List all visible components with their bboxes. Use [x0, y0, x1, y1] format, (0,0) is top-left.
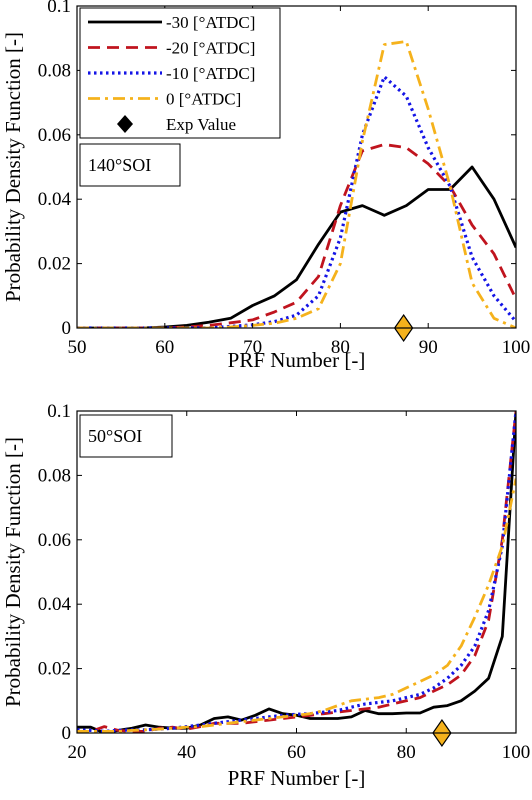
y-tick-label: 0 — [62, 723, 72, 744]
legend: -30 [°ATDC] -20 [°ATDC] -10 [°ATDC] 0 [°ATD… — [79, 7, 281, 139]
legend-item-0-atdc: 0 [°ATDC] — [88, 90, 241, 109]
y-tick-label: 0.1 — [47, 0, 71, 17]
legend-item-10-atdc: -10 [°ATDC] — [88, 64, 255, 83]
y-tick-label: 0.02 — [38, 254, 71, 275]
series-line-0-atdc — [77, 478, 516, 733]
legend-item-exp-value: Exp Value — [117, 115, 236, 134]
y-tick-label: 0.02 — [38, 659, 71, 680]
x-tick-label: 80 — [397, 742, 416, 763]
y-tick-label: 0.04 — [38, 189, 72, 210]
annotation-label: 50°SOI — [88, 426, 142, 446]
x-tick-label: 80 — [331, 337, 350, 358]
annotation-box: 50°SOI — [79, 414, 173, 458]
y-axis-label: Probability Density Function [-] — [1, 32, 25, 302]
series-line-20-atdc — [77, 411, 516, 733]
x-tick-label: 70 — [243, 337, 262, 358]
legend-label: 0 [°ATDC] — [166, 90, 241, 109]
x-tick-label: 60 — [155, 337, 174, 358]
y-tick-label: 0.04 — [38, 594, 72, 615]
axis-ticks: 20 40 60 80 100 0 0.02 0.04 0.06 0.08 0.1 — [38, 401, 531, 763]
y-tick-label: 0 — [62, 318, 72, 339]
x-tick-label: 20 — [68, 742, 87, 763]
x-axis-label: PRF Number [-] — [228, 348, 366, 372]
chart-panel-140-soi: 50 60 70 80 90 100 0 0.02 0.04 0.06 0.08 0.1 140°SO… — [1, 0, 530, 372]
x-tick-label: 100 — [502, 742, 531, 763]
y-tick-label: 0.08 — [38, 465, 71, 486]
plot-frame — [76, 5, 517, 329]
series-line-10-atdc — [77, 411, 516, 733]
y-tick-label: 0.06 — [38, 125, 71, 146]
y-tick-label: 0.06 — [38, 530, 71, 551]
annotation-box: 140°SOI — [79, 143, 181, 187]
x-tick-label: 50 — [68, 337, 87, 358]
y-tick-label: 0.1 — [47, 401, 71, 422]
legend-label: Exp Value — [166, 115, 236, 134]
legend-swatch-diamond — [117, 115, 133, 133]
x-tick-label: 90 — [419, 337, 438, 358]
x-tick-label: 40 — [177, 742, 196, 763]
legend-item-20-atdc: -20 [°ATDC] — [88, 39, 255, 58]
series-line-30-atdc — [77, 411, 516, 733]
x-tick-label: 60 — [287, 742, 306, 763]
series-lines — [77, 411, 516, 733]
y-axis-label: Probability Density Function [-] — [1, 437, 25, 707]
x-tick-label: 100 — [502, 337, 531, 358]
chart-panel-50-soi: 20 40 60 80 100 0 0.02 0.04 0.06 0.08 0.1 50°SOI P… — [1, 401, 530, 790]
series-line-20-atdc — [77, 143, 516, 328]
x-axis-label: PRF Number [-] — [228, 766, 366, 790]
legend-label: -30 [°ATDC] — [166, 13, 255, 32]
legend-item-30-atdc: -30 [°ATDC] — [88, 13, 255, 32]
legend-label: -20 [°ATDC] — [166, 39, 255, 58]
annotation-label: 140°SOI — [88, 155, 151, 175]
y-tick-label: 0.08 — [38, 60, 71, 81]
plot-frame — [76, 410, 517, 734]
legend-label: -10 [°ATDC] — [166, 64, 255, 83]
series-line-10-atdc — [77, 75, 516, 328]
